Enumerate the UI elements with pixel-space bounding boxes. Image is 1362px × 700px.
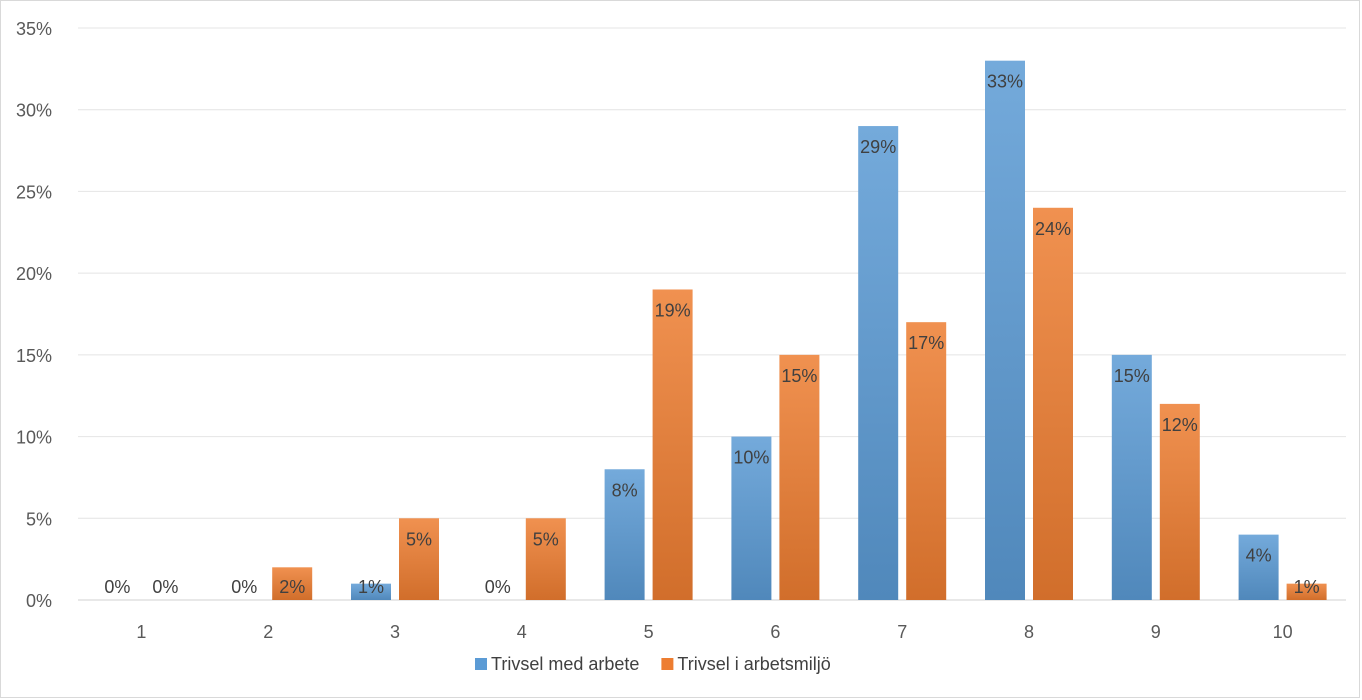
y-axis-ticks: 0% 5% 10% 15% 20% 25% 30% 35% (16, 19, 52, 611)
legend-label: Trivsel med arbete (491, 654, 639, 674)
bar-trivsel-med-arbete (604, 469, 645, 600)
x-tick-label: 10 (1273, 622, 1293, 642)
y-tick-label: 20% (16, 264, 52, 284)
x-tick-label: 6 (770, 622, 780, 642)
legend-swatch (475, 658, 487, 670)
x-tick-label: 3 (390, 622, 400, 642)
data-label: 33% (987, 72, 1023, 92)
x-tick-label: 9 (1151, 622, 1161, 642)
bar-trivsel-med-arbete (858, 126, 899, 601)
x-tick-label: 2 (263, 622, 273, 642)
data-label: 2% (279, 577, 305, 597)
bar-trivsel-i-arbetsmiljo (399, 518, 439, 600)
bar-trivsel-i-arbetsmiljo (1033, 207, 1073, 600)
data-label: 15% (781, 366, 817, 386)
bars (272, 60, 1327, 601)
x-tick-label: 7 (897, 622, 907, 642)
data-label: 19% (655, 300, 691, 320)
data-label: 15% (1114, 366, 1150, 386)
y-tick-label: 10% (16, 428, 52, 448)
data-label: 24% (1035, 219, 1071, 239)
bar-trivsel-i-arbetsmiljo (272, 567, 313, 600)
bar-trivsel-med-arbete (351, 583, 391, 600)
data-label: 12% (1162, 415, 1198, 435)
y-tick-label: 35% (16, 19, 52, 39)
data-label: 5% (406, 529, 432, 549)
legend-swatch (661, 658, 674, 670)
bar-trivsel-i-arbetsmiljo (779, 354, 820, 600)
legend-label: Trivsel i arbetsmiljö (677, 654, 830, 674)
bar-trivsel-i-arbetsmiljo (652, 289, 693, 600)
bar-trivsel-med-arbete (1238, 534, 1279, 600)
x-tick-label: 4 (517, 622, 527, 642)
x-tick-label: 1 (136, 622, 146, 642)
bar-trivsel-i-arbetsmiljo (525, 518, 566, 600)
data-label: 0% (152, 577, 178, 597)
y-tick-label: 30% (16, 101, 52, 121)
data-label: 17% (908, 333, 944, 353)
bar-trivsel-i-arbetsmiljo (906, 322, 947, 600)
y-tick-label: 0% (26, 591, 52, 611)
data-label: 0% (485, 577, 511, 597)
data-label: 5% (533, 529, 559, 549)
data-label: 1% (1294, 577, 1320, 597)
bar-trivsel-i-arbetsmiljo (1159, 403, 1200, 600)
bar-trivsel-med-arbete (731, 436, 772, 600)
y-tick-label: 25% (16, 182, 52, 202)
data-label: 0% (104, 577, 130, 597)
data-label: 0% (231, 577, 257, 597)
data-label: 10% (733, 448, 769, 468)
legend: Trivsel med arbete Trivsel i arbetsmiljö (475, 654, 831, 674)
bar-trivsel-i-arbetsmiljo (1286, 583, 1327, 600)
data-label: 1% (358, 577, 384, 597)
data-label: 4% (1246, 546, 1272, 566)
y-tick-label: 15% (16, 346, 52, 366)
data-labels: 0% 0% 0% 2% 1% 5% 0% 5% 8% 19% 10% 15% 29% 17% 33% 24% 1… (104, 72, 1319, 597)
gridlines (78, 27, 1346, 601)
bar-trivsel-med-arbete (1111, 354, 1152, 600)
x-axis-ticks: 1 2 3 4 5 6 7 8 9 10 (136, 622, 1292, 642)
data-label: 29% (860, 137, 896, 157)
y-tick-label: 5% (26, 509, 52, 529)
x-tick-label: 5 (644, 622, 654, 642)
bar-trivsel-med-arbete (985, 60, 1025, 600)
data-label: 8% (612, 480, 638, 500)
x-tick-label: 8 (1024, 622, 1034, 642)
